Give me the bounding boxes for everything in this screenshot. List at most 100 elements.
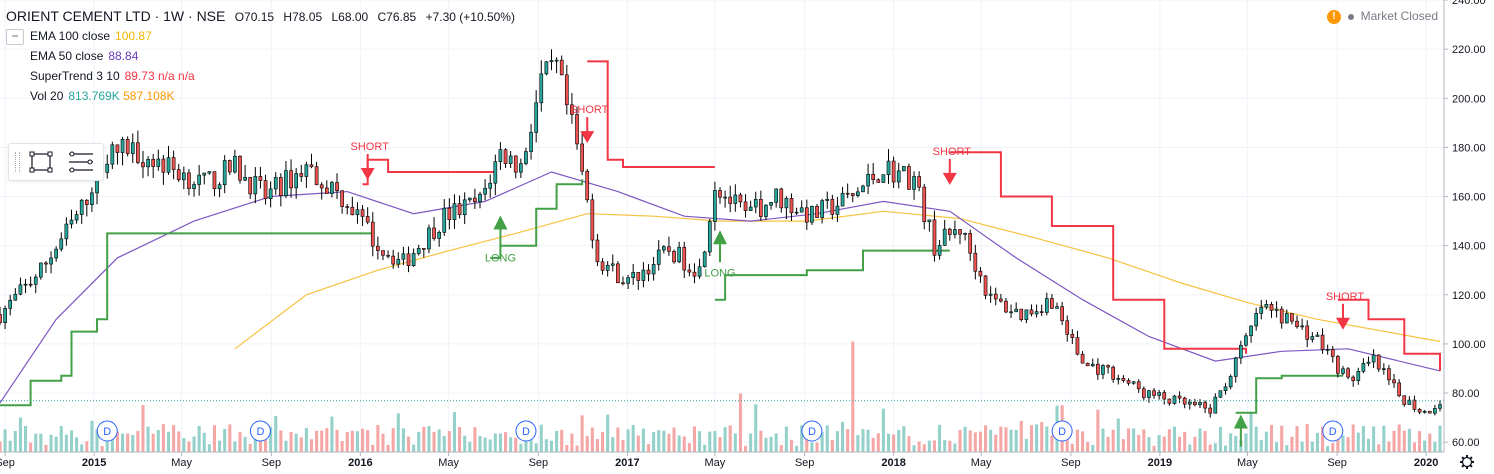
volume-bar <box>95 429 99 452</box>
short-signal-label: SHORT <box>570 104 609 116</box>
rectangle-tool-icon[interactable] <box>29 151 53 173</box>
candle-body <box>1116 377 1121 380</box>
candle-body <box>1126 380 1131 384</box>
candle-body <box>1274 308 1279 311</box>
volume-bar <box>830 439 834 452</box>
time-tick-label: May <box>971 457 992 469</box>
candle-body <box>1162 392 1167 400</box>
indicator-ema50[interactable]: EMA 50 close 88.84 <box>6 46 515 66</box>
chart-settings-icon[interactable] <box>1460 455 1474 469</box>
candle-body <box>212 171 217 190</box>
candle-body <box>1376 354 1381 370</box>
warning-icon[interactable]: ! <box>1326 9 1341 24</box>
candle-body <box>692 271 697 277</box>
market-status[interactable]: ! Market Closed <box>1326 9 1438 24</box>
volume-bar <box>386 444 390 452</box>
volume-bar <box>182 438 186 452</box>
candle-body <box>202 172 207 176</box>
candle-body <box>3 308 7 323</box>
volume-bar <box>897 430 901 452</box>
candle-body <box>8 299 13 309</box>
volume-bar <box>529 429 533 452</box>
lines-tool-icon[interactable] <box>67 151 95 173</box>
indicator-ema100[interactable]: − EMA 100 close 100.87 <box>6 26 515 46</box>
price-axis[interactable]: 240.00 220.00 200.00 180.00 160.00 140.00 120.… <box>1443 0 1494 474</box>
volume-bar <box>228 424 232 452</box>
volume-bar <box>427 426 431 452</box>
long-arrow-icon <box>713 230 727 245</box>
dividend-marker-icon <box>249 420 271 442</box>
volume-bar <box>789 439 794 452</box>
candle-body <box>467 197 472 201</box>
volume-bar <box>473 427 477 452</box>
volume-bar <box>1004 427 1008 452</box>
candle-body <box>1136 381 1141 390</box>
volume-bar <box>447 431 451 452</box>
candle-body <box>544 61 549 75</box>
candle-body <box>197 174 201 185</box>
volume-bar <box>1280 425 1284 452</box>
candle-body <box>988 293 993 296</box>
candle-body <box>636 272 641 281</box>
volume-bar <box>330 416 334 452</box>
volume-bar <box>498 433 502 452</box>
volume-bar <box>422 426 426 452</box>
volume-bar <box>253 436 257 452</box>
candle-body <box>1101 365 1105 375</box>
candle-body <box>1320 334 1325 350</box>
candle-body <box>447 207 452 220</box>
volume-bar <box>687 443 691 452</box>
indicator-supertrend[interactable]: SuperTrend 3 10 89.73 n/a n/a <box>6 66 515 86</box>
collapse-legend-icon[interactable]: − <box>6 28 24 45</box>
dividend-marker-label: D <box>1329 426 1337 438</box>
volume-bar <box>304 427 308 452</box>
candle-body <box>1055 306 1059 309</box>
volume-bar <box>907 436 911 452</box>
candle-body <box>452 203 457 220</box>
candle-body <box>672 250 676 263</box>
volume-bar <box>585 436 589 452</box>
time-axis[interactable]: Sep 2015 May Sep 2016 May Sep 2017 May Sep 2018 May… <box>0 451 1494 474</box>
volume-bar <box>75 437 79 452</box>
volume-bar <box>723 427 727 452</box>
candle-body <box>896 170 901 183</box>
candle-body <box>1182 397 1187 405</box>
candle-body <box>1269 303 1274 311</box>
volume-bar <box>886 433 891 452</box>
signal-markers: SHORTLONGSHORTLONGSHORTLONGSHORT <box>351 104 1365 463</box>
volume-bar <box>1392 430 1396 452</box>
candle-body <box>1305 325 1310 340</box>
candle-body <box>360 209 365 217</box>
time-tick-label: 2015 <box>82 457 106 469</box>
candle-body <box>136 142 140 163</box>
volume-bar <box>279 430 283 452</box>
volume-bar <box>953 443 957 452</box>
volume-bar <box>1397 424 1401 452</box>
volume-bar <box>1040 422 1044 452</box>
volume-bar <box>264 433 268 452</box>
volume-bar <box>601 432 605 452</box>
candle-body <box>1371 354 1376 363</box>
volume-bar <box>1142 429 1146 452</box>
drawing-toolbox[interactable] <box>8 143 104 181</box>
candle-body <box>125 138 130 154</box>
volume-bar <box>611 437 615 452</box>
drag-handle-icon[interactable] <box>15 152 20 172</box>
volume-bar <box>320 430 324 452</box>
candle-body <box>707 221 712 253</box>
candle-body <box>248 177 253 195</box>
volume-bar <box>514 437 518 452</box>
volume-bar <box>754 404 758 452</box>
time-tick-label: Sep <box>795 457 815 469</box>
candle-body <box>820 200 824 218</box>
candle-body <box>391 255 396 265</box>
volume-bar <box>1412 442 1416 452</box>
volume-bar <box>8 440 12 452</box>
volume-bar <box>703 444 707 452</box>
time-tick-label: 2019 <box>1148 457 1172 469</box>
indicator-volume[interactable]: Vol 20 813.769K 587.108K <box>6 86 515 106</box>
candle-body <box>830 198 835 215</box>
volume-bar <box>452 411 456 452</box>
